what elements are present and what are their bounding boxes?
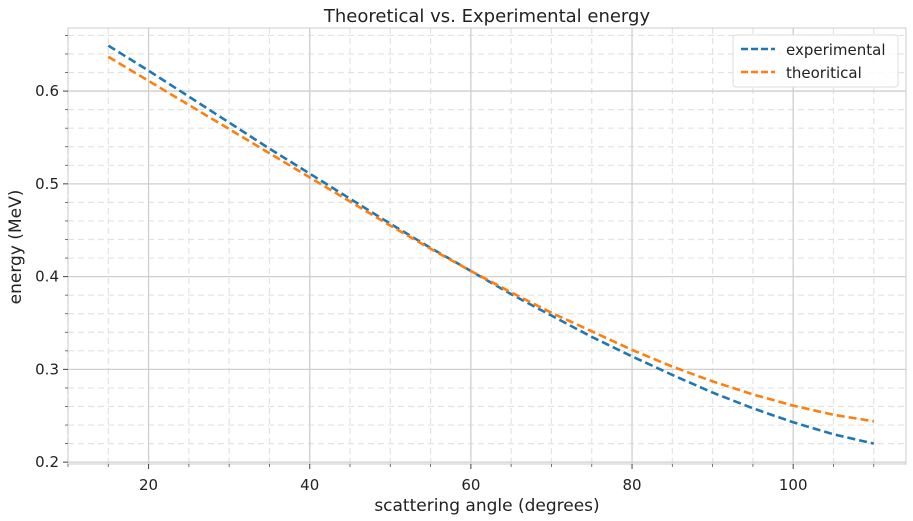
chart-title: Theoretical vs. Experimental energy — [323, 6, 651, 27]
minor-grid — [67, 28, 906, 464]
legend: experimental theoritical — [732, 34, 899, 88]
major-grid — [68, 28, 906, 464]
axis-ticks — [63, 35, 875, 469]
y-tick-label: 0.6 — [35, 82, 59, 100]
series-lines — [107, 44, 875, 445]
y-tick-label: 0.5 — [35, 175, 59, 193]
x-axis-label: scattering angle (degrees) — [374, 496, 599, 516]
series-line-theoritical — [107, 55, 875, 423]
x-tick-label: 80 — [622, 476, 641, 494]
y-tick-label: 0.2 — [35, 453, 59, 471]
x-tick-label: 40 — [300, 476, 319, 494]
series-line-experimental — [107, 44, 875, 445]
y-tick-label: 0.3 — [35, 360, 59, 378]
x-tick-label: 60 — [461, 476, 480, 494]
plot-frame — [67, 27, 907, 465]
x-tick-label: 20 — [139, 476, 158, 494]
y-axis-label: energy (MeV) — [6, 190, 26, 305]
tick-labels: 20 40 60 80 100 0.2 0.3 0.4 0.5 0.6 — [35, 82, 807, 494]
x-tick-label: 100 — [779, 476, 808, 494]
y-tick-label: 0.4 — [35, 268, 59, 286]
legend-label-experimental: experimental — [786, 41, 886, 59]
legend-label-theoritical: theoritical — [786, 64, 862, 82]
